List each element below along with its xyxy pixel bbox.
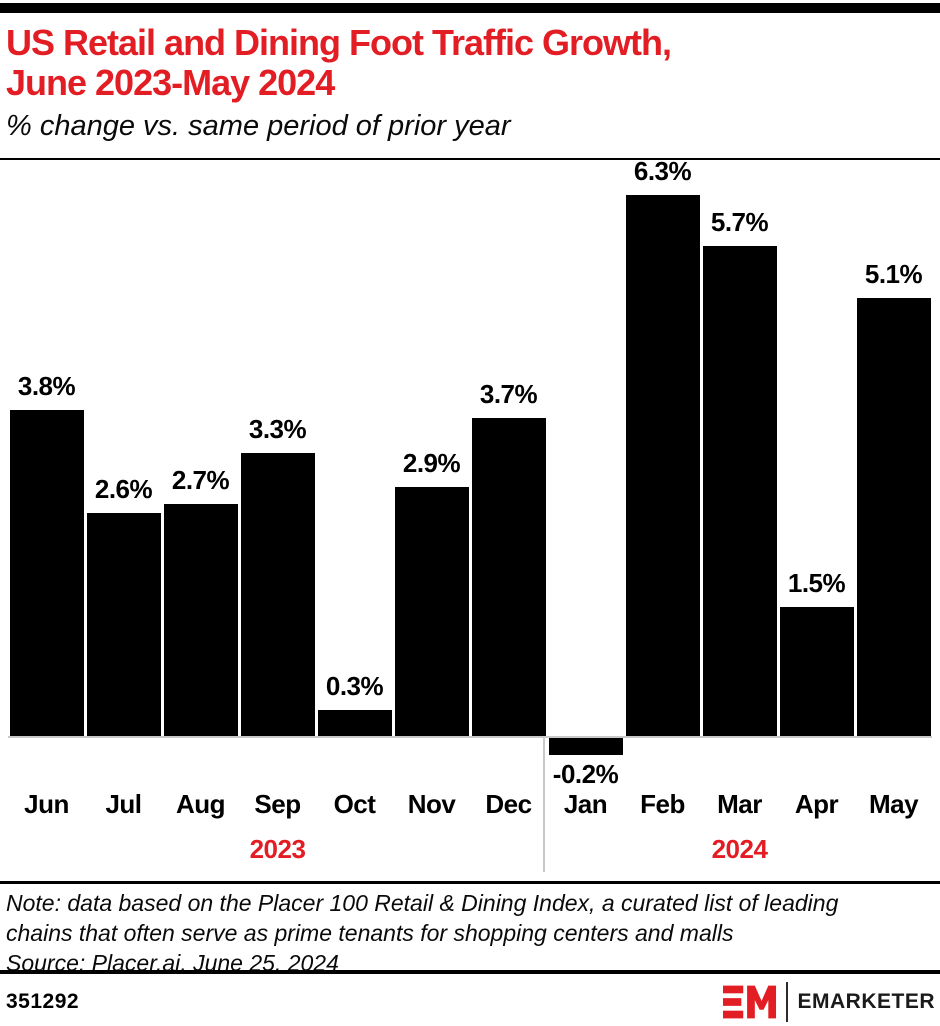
month-axis: Jun Jul Aug Sep Oct Nov Dec Jan Feb Mar Apr May [8, 789, 932, 820]
month-label-sep: Sep [254, 789, 301, 819]
year-axis: 2023 2024 [8, 834, 932, 865]
bar-apr [779, 607, 854, 736]
value-label-nov: 2.9% [402, 448, 461, 478]
bar-slot-jan: -0.2% [547, 161, 624, 789]
value-label-mar: 5.7% [710, 207, 769, 237]
value-label-sep: 3.3% [248, 414, 307, 444]
bar-chart: 3.8% 2.6% 2.7% 3.3% 0.3% 2.9% 3.7% -0.2% 6.3% 5.7… [0, 156, 940, 881]
month-label-nov: Nov [407, 789, 456, 819]
footnote: Note: data based on the Placer 100 Retai… [6, 888, 890, 978]
brand-name: EMARKETER [797, 990, 935, 1013]
month-label-aug: Aug [175, 789, 226, 819]
month-label-jun: Jun [24, 789, 69, 819]
bar-sep [240, 453, 315, 736]
value-label-jan: -0.2% [552, 759, 619, 789]
bar-aug [163, 504, 238, 736]
emarketer-logo-icon [723, 985, 777, 1019]
bar-nov [394, 487, 469, 736]
bar-slot-mar: 5.7% [701, 161, 778, 736]
month-label-jan: Jan [563, 789, 608, 819]
value-label-aug: 2.7% [171, 465, 230, 495]
bar-slot-feb: 6.3% [624, 156, 701, 736]
bar-slot-may: 5.1% [855, 161, 932, 736]
x-axis-baseline [8, 736, 932, 738]
bar-slot-aug: 2.7% [162, 161, 239, 736]
chart-title-line1: US Retail and Dining Foot Traffic Growth… [6, 22, 672, 63]
bar-jan [548, 738, 623, 755]
month-label-apr: Apr [794, 789, 839, 819]
year-divider-line [543, 738, 545, 872]
chart-title: US Retail and Dining Foot Traffic Growth… [6, 23, 926, 103]
bar-slot-jun: 3.8% [8, 161, 85, 736]
year-label-2024: 2024 [711, 834, 768, 864]
brand-separator [786, 982, 789, 1022]
bar-dec [471, 418, 546, 736]
bar-slot-apr: 1.5% [778, 161, 855, 736]
value-label-may: 5.1% [864, 259, 923, 289]
footer-top-rule [0, 970, 940, 974]
chart-title-line2: June 2023-May 2024 [6, 62, 335, 103]
bar-slot-dec: 3.7% [470, 161, 547, 736]
month-label-dec: Dec [485, 789, 532, 819]
chart-subtitle: % change vs. same period of prior year [6, 110, 511, 142]
bar-feb [625, 195, 700, 736]
value-label-jul: 2.6% [94, 474, 153, 504]
bar-slot-jul: 2.6% [85, 161, 162, 736]
month-label-may: May [868, 789, 919, 819]
bar-jun [9, 410, 84, 736]
bar-slot-oct: 0.3% [316, 161, 393, 736]
header-divider-rule [0, 158, 940, 160]
value-label-feb: 6.3% [633, 156, 692, 186]
value-label-jun: 3.8% [17, 371, 76, 401]
value-label-dec: 3.7% [479, 379, 538, 409]
month-label-oct: Oct [333, 789, 376, 819]
month-label-feb: Feb [640, 789, 685, 819]
month-label-mar: Mar [717, 789, 762, 819]
bar-slot-nov: 2.9% [393, 161, 470, 736]
bars-row: 3.8% 2.6% 2.7% 3.3% 0.3% 2.9% 3.7% -0.2% 6.3% 5.7… [8, 156, 932, 789]
footnote-top-rule [0, 881, 940, 884]
value-label-apr: 1.5% [787, 568, 846, 598]
bar-mar [702, 246, 777, 736]
bar-jul [86, 513, 161, 736]
brand-lockup: EMARKETER [723, 982, 935, 1022]
chart-id: 351292 [6, 990, 80, 1013]
note-text: Note: data based on the Placer 100 Retai… [6, 890, 839, 946]
bar-may [856, 298, 931, 736]
top-black-bar [0, 3, 940, 13]
value-label-oct: 0.3% [325, 671, 384, 701]
month-label-jul: Jul [105, 789, 142, 819]
year-label-2023: 2023 [249, 834, 306, 864]
bar-oct [317, 710, 392, 736]
bar-slot-sep: 3.3% [239, 161, 316, 736]
